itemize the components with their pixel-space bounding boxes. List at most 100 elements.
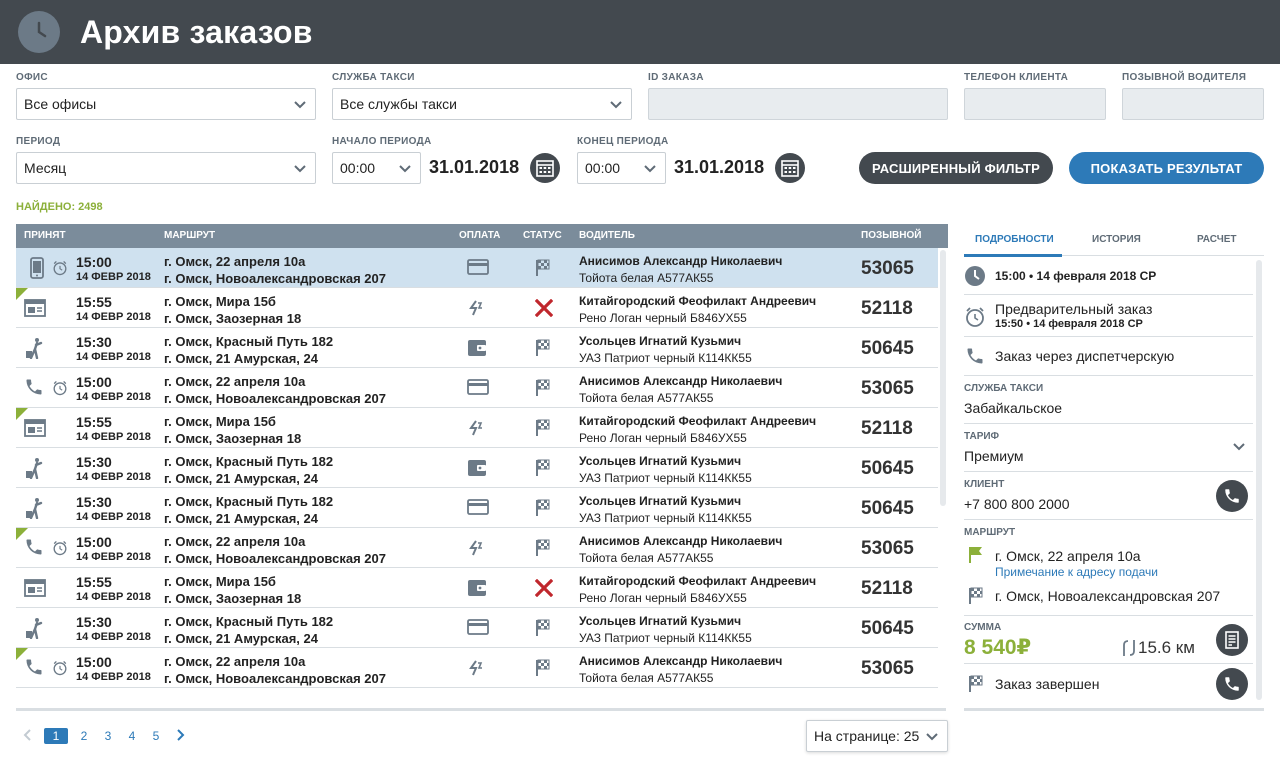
table-row[interactable]: 15:00 14 ФЕВР 2018 г. Омск, 22 апреля 10а г… — [16, 528, 938, 568]
period-select[interactable]: Месяц — [16, 152, 316, 184]
wallet-payment-icon — [467, 459, 487, 482]
advanced-filter-button[interactable]: РАСШИРЕННЫЙ ФИЛЬТР — [859, 152, 1053, 184]
divider — [964, 375, 1253, 376]
start-date[interactable]: 31.01.2018 — [429, 157, 520, 177]
page-link-2[interactable]: 2 — [80, 729, 88, 743]
driver-callsign: 50645 — [861, 498, 914, 519]
prev-page-icon[interactable] — [16, 728, 40, 744]
route-to: г. Омск, Заозерная 18 — [164, 591, 302, 606]
next-page-icon[interactable] — [168, 728, 192, 744]
card-payment-icon — [467, 379, 489, 400]
route-label: МАРШРУТ — [964, 527, 1016, 538]
driver-name: Китайгородский Феофилакт Андреевич — [579, 574, 817, 588]
street-pickup-icon — [24, 457, 46, 484]
receipt-button[interactable] — [1216, 624, 1248, 656]
period-end-label: КОНЕЦ ПЕРИОДА — [577, 136, 669, 147]
table-row[interactable]: 15:00 14 ФЕВР 2018 г. Омск, 22 апреля 10а г… — [16, 368, 938, 408]
table-scrollbar[interactable] — [940, 250, 946, 506]
table-row[interactable]: 15:30 14 ФЕВР 2018 г. Омск, Красный Путь 1… — [16, 488, 938, 528]
route-from: г. Омск, Красный Путь 182 — [164, 334, 334, 349]
route-note-link[interactable]: Примечание к адресу подачи — [995, 565, 1159, 579]
chevron-down-icon[interactable] — [1232, 440, 1246, 454]
route-from: г. Омск, Красный Путь 182 — [164, 494, 334, 509]
call-button[interactable] — [1216, 668, 1248, 700]
driver-callsign: 52118 — [861, 578, 913, 599]
tariff-value[interactable]: Премиум — [964, 448, 1024, 464]
service-label: СЛУЖБА ТАКСИ — [332, 72, 415, 83]
table-row[interactable]: 15:00 14 ФЕВР 2018 г. Омск, 22 апреля 10а г… — [16, 648, 938, 688]
column-header-driver[interactable]: ВОДИТЕЛЬ — [579, 230, 635, 241]
finished-flag-icon — [535, 419, 551, 442]
finished-flag-icon — [535, 339, 551, 362]
route-to: г. Омск, Новоалександровская 207 — [995, 588, 1221, 604]
end-time-select[interactable]: 00:00 — [577, 152, 666, 184]
driver-car: УАЗ Патриот черный К114КК55 — [579, 631, 752, 645]
call-client-button[interactable] — [1216, 480, 1248, 512]
page-link-1[interactable]: 1 — [44, 728, 68, 744]
column-header-payment[interactable]: ОПЛАТА — [459, 230, 501, 241]
column-header-callsign[interactable]: ПОЗЫВНОЙ — [861, 230, 922, 241]
phone-icon — [1225, 677, 1239, 691]
page-link-4[interactable]: 4 — [128, 729, 136, 743]
driver-car: УАЗ Патриот черный К114КК55 — [579, 511, 752, 525]
end-date[interactable]: 31.01.2018 — [674, 157, 765, 177]
divider — [964, 471, 1253, 472]
order-id-input[interactable] — [648, 88, 948, 120]
calendar-icon[interactable] — [775, 153, 805, 183]
driver-callsign-input[interactable] — [1122, 88, 1264, 120]
driver-callsign: 53065 — [861, 378, 914, 399]
divider — [964, 336, 1253, 337]
finished-flag-icon — [535, 379, 551, 402]
wallet-payment-icon — [467, 339, 487, 362]
driver-callsign: 52118 — [861, 418, 913, 439]
service-select[interactable]: Все службы такси — [332, 88, 632, 120]
table-row[interactable]: 15:30 14 ФЕВР 2018 г. Омск, Красный Путь 1… — [16, 448, 938, 488]
office-select-value: Все офисы — [24, 96, 97, 112]
order-source: Заказ через диспетчерскую — [995, 348, 1175, 364]
start-time-value: 00:00 — [340, 160, 376, 176]
page-link-5[interactable]: 5 — [152, 729, 160, 743]
app-header: Архив заказов — [0, 0, 1280, 64]
table-row[interactable]: 15:55 14 ФЕВР 2018 г. Омск, Мира 15б г. Омс… — [16, 288, 938, 328]
table-row[interactable]: 15:30 14 ФЕВР 2018 г. Омск, Красный Путь 1… — [16, 608, 938, 648]
route-from: г. Омск, Красный Путь 182 — [164, 454, 334, 469]
table-row[interactable]: 15:00 14 ФЕВР 2018 г. Омск, 22 апреля 10а г… — [16, 248, 938, 288]
service-label: СЛУЖБА ТАКСИ — [964, 383, 1044, 394]
calendar-icon[interactable] — [530, 153, 560, 183]
phone-icon — [24, 377, 44, 402]
clock-icon — [18, 11, 60, 53]
cancelled-icon — [534, 578, 554, 602]
table-bottom-divider — [16, 708, 946, 711]
start-time-select[interactable]: 00:00 — [332, 152, 421, 184]
table-row[interactable]: 15:55 14 ФЕВР 2018 г. Омск, Мира 15б г. Омс… — [16, 568, 938, 608]
table-row[interactable]: 15:55 14 ФЕВР 2018 г. Омск, Мира 15б г. Омс… — [16, 408, 938, 448]
details-scrollbar[interactable] — [1256, 260, 1262, 700]
office-select[interactable]: Все офисы — [16, 88, 316, 120]
tab-details[interactable]: ПОДРОБНОСТИ — [975, 234, 1054, 245]
accepted-date: 14 ФЕВР 2018 — [76, 391, 151, 403]
table-row[interactable]: 15:30 14 ФЕВР 2018 г. Омск, Красный Путь 1… — [16, 328, 938, 368]
client-phone-label: ТЕЛЕФОН КЛИЕНТА — [964, 72, 1069, 83]
panel-bottom-divider — [964, 708, 1264, 711]
accepted-time: 15:00 — [76, 654, 112, 670]
column-header-route[interactable]: МАРШРУТ — [164, 230, 216, 241]
website-icon — [24, 298, 46, 323]
column-header-status[interactable]: СТАТУС — [523, 230, 562, 241]
per-page-value: На странице: 25 — [814, 728, 920, 744]
period-select-value: Месяц — [24, 160, 67, 176]
column-header-accepted[interactable]: ПРИНЯТ — [24, 230, 66, 241]
sum-value: 8 540₽ — [964, 636, 1032, 659]
driver-name: Китайгородский Феофилакт Андреевич — [579, 414, 817, 428]
driver-car: Тойота белая А577АК55 — [579, 551, 714, 565]
client-phone-input[interactable] — [964, 88, 1106, 120]
details-tabs: ПОДРОБНОСТИ ИСТОРИЯ РАСЧЕТ — [964, 224, 1264, 257]
divider — [964, 615, 1253, 616]
driver-name: Анисимов Александр Николаевич — [579, 654, 783, 668]
show-results-button[interactable]: ПОКАЗАТЬ РЕЗУЛЬТАТ — [1069, 152, 1264, 184]
tab-calculation[interactable]: РАСЧЕТ — [1197, 234, 1237, 245]
accepted-date: 14 ФЕВР 2018 — [76, 471, 151, 483]
tab-history[interactable]: ИСТОРИЯ — [1092, 234, 1141, 245]
per-page-select[interactable]: На странице: 25 — [806, 720, 948, 752]
page-link-3[interactable]: 3 — [104, 729, 112, 743]
alarm-clock-icon — [966, 307, 984, 327]
